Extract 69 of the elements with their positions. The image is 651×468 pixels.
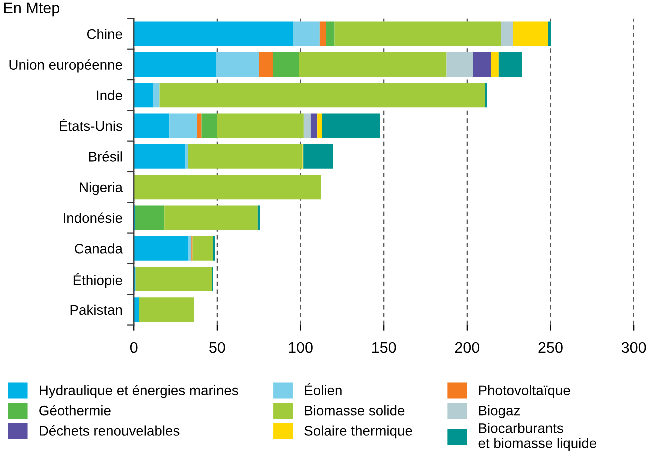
legend-label: Biomasse solide	[305, 406, 405, 416]
bar	[188, 144, 303, 169]
legend-label: Solaire thermique	[304, 426, 412, 439]
y-tick-label: Pakistan	[70, 304, 122, 316]
bar	[326, 22, 335, 46]
bar	[216, 52, 260, 77]
bar	[160, 83, 486, 108]
bar	[136, 267, 212, 292]
y-tick-label: Indonésie	[64, 212, 122, 224]
y-tick-label: Nigeria	[80, 182, 123, 196]
legend-label: Biocarburants et biomasse liquide	[478, 423, 597, 452]
bar	[304, 144, 334, 169]
bar	[202, 114, 218, 138]
x-tick-label: 250	[538, 342, 563, 354]
bar	[322, 114, 380, 138]
bar	[320, 22, 326, 46]
y-tick-label: Canada	[75, 244, 123, 254]
x-tick-label: 100	[289, 342, 313, 354]
bar	[192, 236, 214, 261]
x-tick-label: 50	[210, 342, 226, 354]
legend-label: Biogaz	[479, 406, 520, 418]
bar	[139, 298, 194, 322]
y-tick-label: Chine	[87, 29, 122, 40]
bar	[310, 114, 318, 138]
bar	[134, 175, 322, 200]
y-tick-label: États-Unis	[60, 118, 122, 132]
bar	[491, 52, 499, 77]
bar	[134, 236, 189, 261]
bar	[293, 22, 320, 46]
bar	[258, 206, 260, 230]
bar	[197, 114, 202, 138]
bar	[217, 114, 304, 138]
bar	[446, 52, 474, 77]
bar	[334, 22, 502, 46]
chart-title: En Mtep	[4, 2, 60, 17]
bar	[135, 206, 165, 230]
bar	[170, 114, 198, 138]
bar	[134, 52, 216, 77]
legend-label: Éolien	[305, 383, 342, 396]
bar	[164, 206, 258, 230]
bar	[498, 52, 522, 77]
bar	[134, 298, 140, 322]
y-tick-label: Union européenne	[10, 60, 122, 73]
x-tick-label: 200	[455, 342, 480, 354]
legend-label: Photovoltaïque	[479, 385, 570, 398]
bar	[134, 22, 294, 46]
x-tick-label: 300	[622, 342, 646, 354]
bar	[501, 22, 514, 46]
bar	[134, 83, 154, 108]
legend-label: Hydraulique et énergies marines	[40, 385, 238, 398]
bar	[186, 144, 188, 169]
y-tick-label: Inde	[97, 90, 122, 101]
bar	[273, 52, 300, 77]
bar	[259, 52, 274, 77]
bar	[513, 22, 548, 46]
x-tick-label: 150	[372, 342, 396, 354]
bar	[304, 114, 311, 138]
legend-label: Déchets renouvelables	[40, 426, 180, 436]
bar	[134, 144, 186, 169]
legend-label: Géothermie	[40, 405, 111, 416]
bar	[473, 52, 492, 77]
bar	[153, 83, 160, 108]
x-tick-label: 0	[130, 342, 138, 354]
y-tick-label: Brésil	[89, 151, 122, 162]
bar	[318, 114, 322, 138]
bar	[299, 52, 447, 77]
bar	[134, 114, 170, 138]
bar	[548, 22, 552, 46]
y-tick-label: Éthiopie	[74, 273, 122, 288]
